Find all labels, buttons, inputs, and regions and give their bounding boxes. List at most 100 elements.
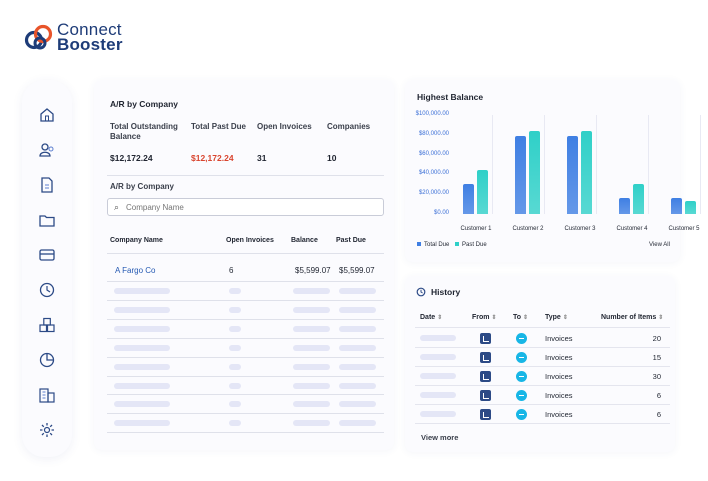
gear-icon[interactable] xyxy=(38,421,56,439)
legend-past-due: Past Due xyxy=(455,242,487,248)
boxes-icon[interactable] xyxy=(38,316,56,334)
legend-swatch-past-due xyxy=(455,242,459,247)
col-open-invoices[interactable]: Open Invoices xyxy=(226,237,274,244)
category-gridline xyxy=(492,115,493,214)
items-count: 20 xyxy=(652,334,661,343)
companies-value: 10 xyxy=(327,153,337,163)
history-row-divider xyxy=(415,366,670,367)
history-row-divider xyxy=(415,404,670,405)
placeholder-pill xyxy=(229,306,241,313)
legend-total-due: Total Due xyxy=(417,242,449,248)
total-outstanding-label: Total Outstanding Balance xyxy=(110,122,178,141)
bar-total-due-2[interactable] xyxy=(515,135,526,214)
placeholder-pill xyxy=(293,288,330,294)
row-divider xyxy=(107,394,384,396)
placeholder-pill xyxy=(114,382,170,389)
col-company-name[interactable]: Company Name xyxy=(110,237,163,244)
view-all-link[interactable]: View All xyxy=(649,242,670,248)
connectbooster-logo-icon xyxy=(24,24,53,50)
row-divider xyxy=(107,432,384,434)
placeholder-pill xyxy=(114,420,170,427)
placeholder-pill xyxy=(293,401,330,408)
folder-icon[interactable] xyxy=(38,211,56,229)
card-icon[interactable] xyxy=(38,246,56,264)
category-label: Customer 5 xyxy=(668,226,700,232)
y-tick-label: $20,000.00 xyxy=(418,190,449,197)
placeholder-pill xyxy=(339,288,376,294)
brand-logo: Connect Booster xyxy=(24,20,164,60)
items-count: 6 xyxy=(656,391,661,400)
bar-total-due-4[interactable] xyxy=(619,197,630,214)
bar-past-due-2[interactable] xyxy=(529,130,540,214)
bar-past-due-1[interactable] xyxy=(477,170,488,214)
placeholder-pill xyxy=(114,306,170,313)
companies-label: Companies xyxy=(327,122,371,131)
bar-past-due-5[interactable] xyxy=(685,200,696,214)
category-label: Customer 3 xyxy=(564,226,596,232)
col-to[interactable]: To ⇕ xyxy=(513,314,528,321)
company-link[interactable]: A Fargo Co xyxy=(115,266,156,275)
category-label: Customer 4 xyxy=(616,226,648,232)
document-icon[interactable] xyxy=(38,176,56,194)
placeholder-pill xyxy=(114,288,170,294)
col-date[interactable]: Date ⇕ xyxy=(420,314,442,321)
col-past-due[interactable]: Past Due xyxy=(336,237,366,244)
col-from-label: From xyxy=(472,314,490,321)
users-icon[interactable] xyxy=(38,141,56,159)
from-company-icon xyxy=(480,390,491,401)
placeholder-pill xyxy=(339,363,376,370)
sort-icon: ⇕ xyxy=(562,315,568,321)
header-divider xyxy=(107,253,384,254)
placeholder-pill xyxy=(293,363,330,370)
row-divider xyxy=(107,413,384,415)
placeholder-pill xyxy=(339,325,376,332)
row-divider xyxy=(107,299,384,301)
col-balance[interactable]: Balance xyxy=(291,237,318,244)
history-row-divider xyxy=(415,347,670,348)
bar-past-due-4[interactable] xyxy=(633,184,644,214)
company-search[interactable]: ⌕ xyxy=(107,198,384,216)
y-tick-label: $100,000.00 xyxy=(415,111,449,117)
bar-total-due-5[interactable] xyxy=(671,197,682,214)
category-gridline xyxy=(544,115,545,214)
legend-label-past-due: Past Due xyxy=(462,242,487,248)
to-recipient-icon xyxy=(516,371,527,382)
clock-icon[interactable] xyxy=(38,281,56,299)
placeholder-pill xyxy=(339,306,376,313)
row-divider xyxy=(107,281,384,282)
bar-past-due-3[interactable] xyxy=(581,130,592,214)
to-recipient-icon xyxy=(516,333,527,344)
placeholder-pill xyxy=(229,325,241,332)
type-value: Invoices xyxy=(545,353,573,362)
category-gridline xyxy=(596,115,597,214)
history-card: History Date ⇕ From ⇕ To ⇕ Type ⇕ Number of … xyxy=(405,276,675,452)
building-icon[interactable] xyxy=(38,386,56,404)
company-search-input[interactable] xyxy=(126,200,376,214)
col-type[interactable]: Type ⇕ xyxy=(545,314,568,321)
brand-line-2: Booster xyxy=(57,35,123,54)
total-past-due-label: Total Past Due xyxy=(191,122,246,131)
date-placeholder xyxy=(420,392,456,398)
placeholder-pill xyxy=(229,288,241,294)
view-more-link[interactable]: View more xyxy=(421,433,459,442)
row-divider xyxy=(107,337,384,339)
category-label: Customer 1 xyxy=(460,226,492,232)
history-icon xyxy=(416,287,426,297)
bar-total-due-3[interactable] xyxy=(567,135,578,214)
home-icon[interactable] xyxy=(38,106,56,124)
bar-total-due-1[interactable] xyxy=(463,184,474,214)
placeholder-pill xyxy=(293,382,330,389)
total-outstanding-value: $12,172.24 xyxy=(110,153,153,163)
summary-divider xyxy=(107,175,384,176)
col-date-label: Date xyxy=(420,314,436,321)
pie-chart-icon[interactable] xyxy=(38,351,56,369)
col-from[interactable]: From ⇕ xyxy=(472,314,497,321)
row-divider xyxy=(107,318,384,320)
placeholder-pill xyxy=(339,382,376,389)
items-count: 30 xyxy=(652,372,661,381)
open-invoices-value: 31 xyxy=(257,153,267,163)
history-row-divider xyxy=(415,385,670,386)
col-items[interactable]: Number of Items ⇕ xyxy=(601,314,663,321)
date-placeholder xyxy=(420,335,456,341)
placeholder-pill xyxy=(229,382,241,389)
